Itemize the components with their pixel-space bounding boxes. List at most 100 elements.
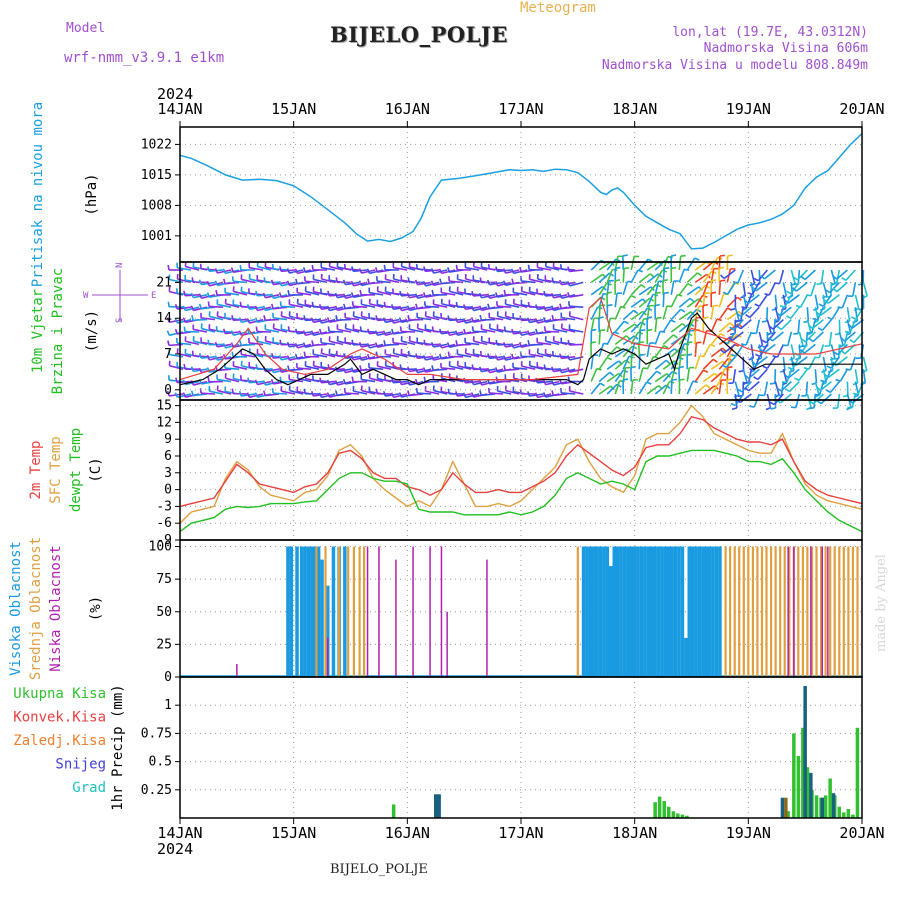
- wind-barb: [281, 305, 296, 308]
- wind-barb: [638, 355, 641, 370]
- wind-barb-flag: [596, 367, 602, 371]
- cloud-low-bar: [821, 546, 823, 677]
- wind-barb: [662, 381, 671, 395]
- wind-barb: [750, 356, 756, 371]
- wind-barb-flag: [730, 308, 736, 311]
- cloud-mid-bar: [779, 546, 782, 677]
- wind-barb-flag: [270, 378, 275, 385]
- wind-barb: [590, 273, 604, 284]
- wind-barb: [622, 268, 625, 283]
- wind-barb: [545, 265, 560, 271]
- wind-barb-flag: [470, 305, 475, 311]
- wind-barb-flag: [646, 316, 653, 319]
- wind-barb: [433, 389, 448, 395]
- wind-barb: [763, 381, 769, 396]
- wind-barb-flag: [366, 268, 371, 274]
- wind-barb-flag: [705, 384, 711, 389]
- wind-barb-flag: [852, 392, 859, 396]
- cloud-high-bar: [331, 546, 336, 677]
- wind-barb: [614, 369, 624, 383]
- wind-barb: [780, 319, 792, 331]
- wind-barb-flag: [825, 389, 831, 394]
- wind-barb-flag: [616, 346, 622, 351]
- wind-barb-flag: [832, 287, 838, 293]
- wind-barb-flag: [166, 317, 170, 323]
- wind-barb: [812, 318, 824, 330]
- wind-barb: [297, 367, 312, 370]
- cloud-mid-bar: [847, 546, 850, 677]
- wind-axis-label-2: Brzina i Pravac: [50, 268, 66, 394]
- wind-barb-flag: [342, 293, 347, 299]
- wind-barb-flag: [207, 339, 210, 345]
- wind-barb-flag: [471, 326, 474, 332]
- wind-barb-flag: [503, 289, 506, 295]
- x-tick-label-top: 15JAN: [271, 100, 316, 118]
- cloud-mid-bar: [838, 546, 841, 677]
- wind-barb: [757, 368, 768, 381]
- wind-barb: [654, 269, 663, 283]
- wind-barb-flag: [518, 342, 523, 348]
- cloud-high-bar: [595, 546, 599, 677]
- wind-barb-flag: [423, 339, 426, 345]
- wind-barb: [305, 365, 320, 370]
- wind-barb-flag: [478, 305, 483, 311]
- cloud-high-bar: [660, 546, 664, 677]
- wind-barb: [638, 367, 644, 382]
- wind-barb-flag: [511, 278, 515, 284]
- wind-barb-flag: [239, 264, 242, 271]
- wind-barb: [297, 281, 312, 285]
- wind-barb: [654, 359, 667, 370]
- wind-barb-flag: [278, 292, 283, 298]
- wind-barb: [686, 272, 699, 283]
- footer-site-name: BIJELO_POLJE: [330, 862, 428, 877]
- wind-barb-flag: [199, 388, 202, 394]
- wind-barb: [749, 306, 760, 318]
- wind-barb: [804, 269, 816, 281]
- wind-barb-flag: [270, 367, 275, 373]
- wind-barb-flag: [167, 301, 170, 307]
- cloud-high-bar: [622, 546, 627, 677]
- wind-barb-flag: [270, 303, 274, 309]
- wind-barb: [710, 360, 724, 370]
- cloud-high-bar: [303, 546, 307, 677]
- wind-barb-flag: [677, 293, 683, 297]
- wind-barb: [734, 393, 738, 409]
- wind-barb-flag: [446, 267, 451, 273]
- wind-barb-flag: [744, 299, 749, 304]
- y-tick-label: 21: [156, 275, 172, 290]
- wind-barb-flag: [817, 327, 823, 332]
- wind-barb-flag: [806, 294, 812, 297]
- wind-barb-flag: [279, 339, 282, 345]
- wind-barb: [489, 306, 504, 310]
- wind-barb: [829, 281, 840, 294]
- wind-barb-flag: [670, 319, 676, 323]
- y-tick-label: 50: [156, 605, 172, 620]
- wind-unit-label: (m/s): [84, 310, 100, 352]
- wind-barb-flag: [737, 388, 743, 393]
- wind-barb: [561, 327, 576, 333]
- wind-barb-flag: [792, 287, 797, 292]
- y-tick-label: 14: [156, 311, 172, 326]
- wind-barb-flag: [764, 292, 770, 296]
- wind-barb: [646, 370, 658, 383]
- wind-barb: [393, 342, 408, 346]
- wind-barb-flag: [478, 366, 483, 372]
- wind-barb-flag: [722, 291, 729, 295]
- precip-snow-bar: [803, 686, 807, 818]
- wind-barb-flag: [302, 342, 307, 348]
- wind-barb: [614, 306, 622, 320]
- wind-barb-flag: [736, 296, 742, 301]
- wind-barb-flag: [199, 353, 202, 359]
- wind-barb-flag: [455, 301, 458, 308]
- wind-barb: [385, 365, 400, 370]
- cloud-high-bar: [588, 546, 593, 677]
- wind-barb-flag: [310, 317, 315, 323]
- wind-barb: [732, 369, 737, 384]
- wind-barb-flag: [407, 277, 410, 283]
- wind-barb-flag: [479, 277, 482, 283]
- wind-barb: [845, 269, 856, 281]
- x-tick-label-bottom: 14JAN: [157, 824, 202, 842]
- wind-barb: [800, 294, 809, 308]
- cloud-low-bar: [412, 546, 414, 677]
- wind-barb: [409, 340, 424, 346]
